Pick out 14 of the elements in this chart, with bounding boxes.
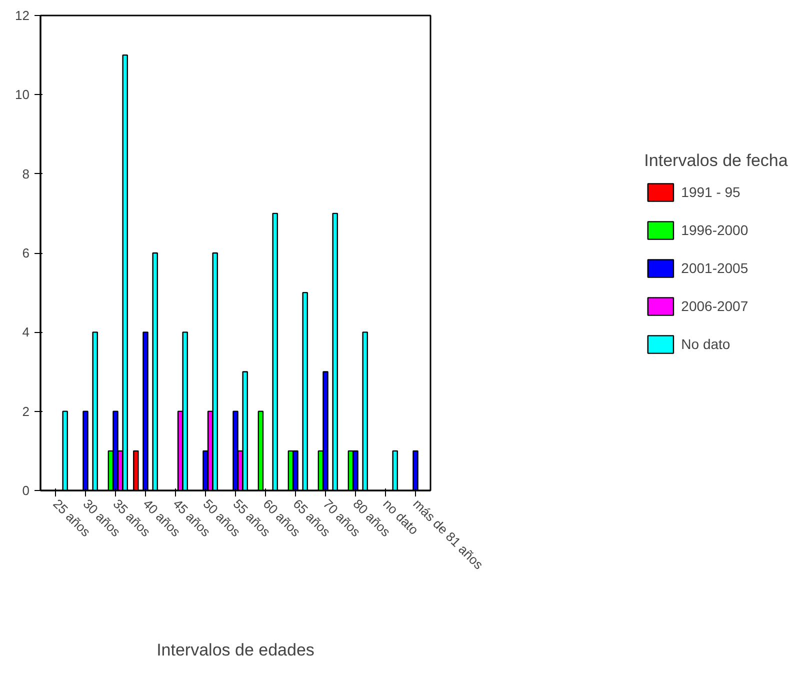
y-tick-label: 2: [22, 404, 30, 419]
legend-title: Intervalos de fecha: [644, 150, 788, 170]
legend-label: 2001-2005: [681, 260, 748, 276]
x-axis-title: Intervalos de edades: [156, 640, 314, 660]
y-tick-label: 4: [22, 324, 30, 340]
y-tick-label: 0: [22, 483, 30, 498]
y-tick-label: 12: [15, 8, 30, 23]
y-tick-label: 10: [15, 87, 30, 102]
legend-label: 2006-2007: [681, 298, 748, 314]
legend-label: 1991 - 95: [681, 184, 740, 200]
y-tick-label: 6: [22, 246, 30, 260]
y-tick-label: 8: [22, 166, 30, 182]
legend-label: 1996-2000: [681, 222, 748, 238]
legend-label: No dato: [681, 336, 730, 352]
